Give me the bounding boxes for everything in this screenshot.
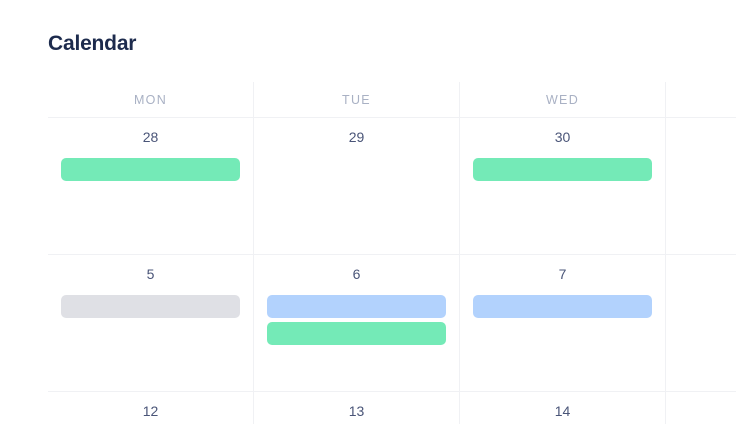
day-events (473, 295, 652, 322)
event-bar[interactable] (61, 295, 240, 318)
weekday-header-mon: MON (48, 82, 254, 117)
day-number: 13 (348, 403, 365, 419)
day-cell-overflow[interactable] (666, 255, 736, 391)
day-number: 29 (348, 129, 365, 145)
day-cell-12[interactable]: 12 (48, 392, 254, 424)
day-cell-14[interactable]: 14 (460, 392, 666, 424)
day-cell-6[interactable]: 6 (254, 255, 460, 391)
day-events (61, 295, 240, 322)
weekday-header-wed: WED (460, 82, 666, 117)
day-number: 14 (554, 403, 571, 419)
weekday-header-tue: TUE (254, 82, 460, 117)
event-bar[interactable] (473, 158, 652, 181)
event-bar[interactable] (61, 158, 240, 181)
day-number: 7 (558, 266, 567, 282)
day-number: 30 (554, 129, 571, 145)
weekday-header-row: MON TUE WED (48, 82, 736, 118)
week-row: 5 6 7 (48, 255, 736, 392)
week-row: 12 13 14 (48, 392, 736, 424)
event-bar[interactable] (473, 295, 652, 318)
day-events (61, 158, 240, 185)
day-number: 12 (142, 403, 159, 419)
day-cell-28[interactable]: 28 (48, 118, 254, 254)
day-cell-29[interactable]: 29 (254, 118, 460, 254)
event-bar[interactable] (267, 322, 446, 345)
day-number: 5 (146, 266, 155, 282)
page-title: Calendar (48, 32, 137, 55)
day-events (473, 158, 652, 185)
day-number: 6 (352, 266, 361, 282)
day-cell-overflow[interactable] (666, 118, 736, 254)
day-cell-5[interactable]: 5 (48, 255, 254, 391)
day-cell-13[interactable]: 13 (254, 392, 460, 424)
day-cell-overflow[interactable] (666, 392, 736, 424)
week-row: 28 29 30 (48, 118, 736, 255)
weekday-header-thu (666, 82, 736, 117)
event-bar[interactable] (267, 295, 446, 318)
day-number: 28 (142, 129, 159, 145)
day-cell-7[interactable]: 7 (460, 255, 666, 391)
calendar-grid: MON TUE WED 28 29 30 (48, 82, 736, 424)
day-events (267, 295, 446, 349)
day-cell-30[interactable]: 30 (460, 118, 666, 254)
